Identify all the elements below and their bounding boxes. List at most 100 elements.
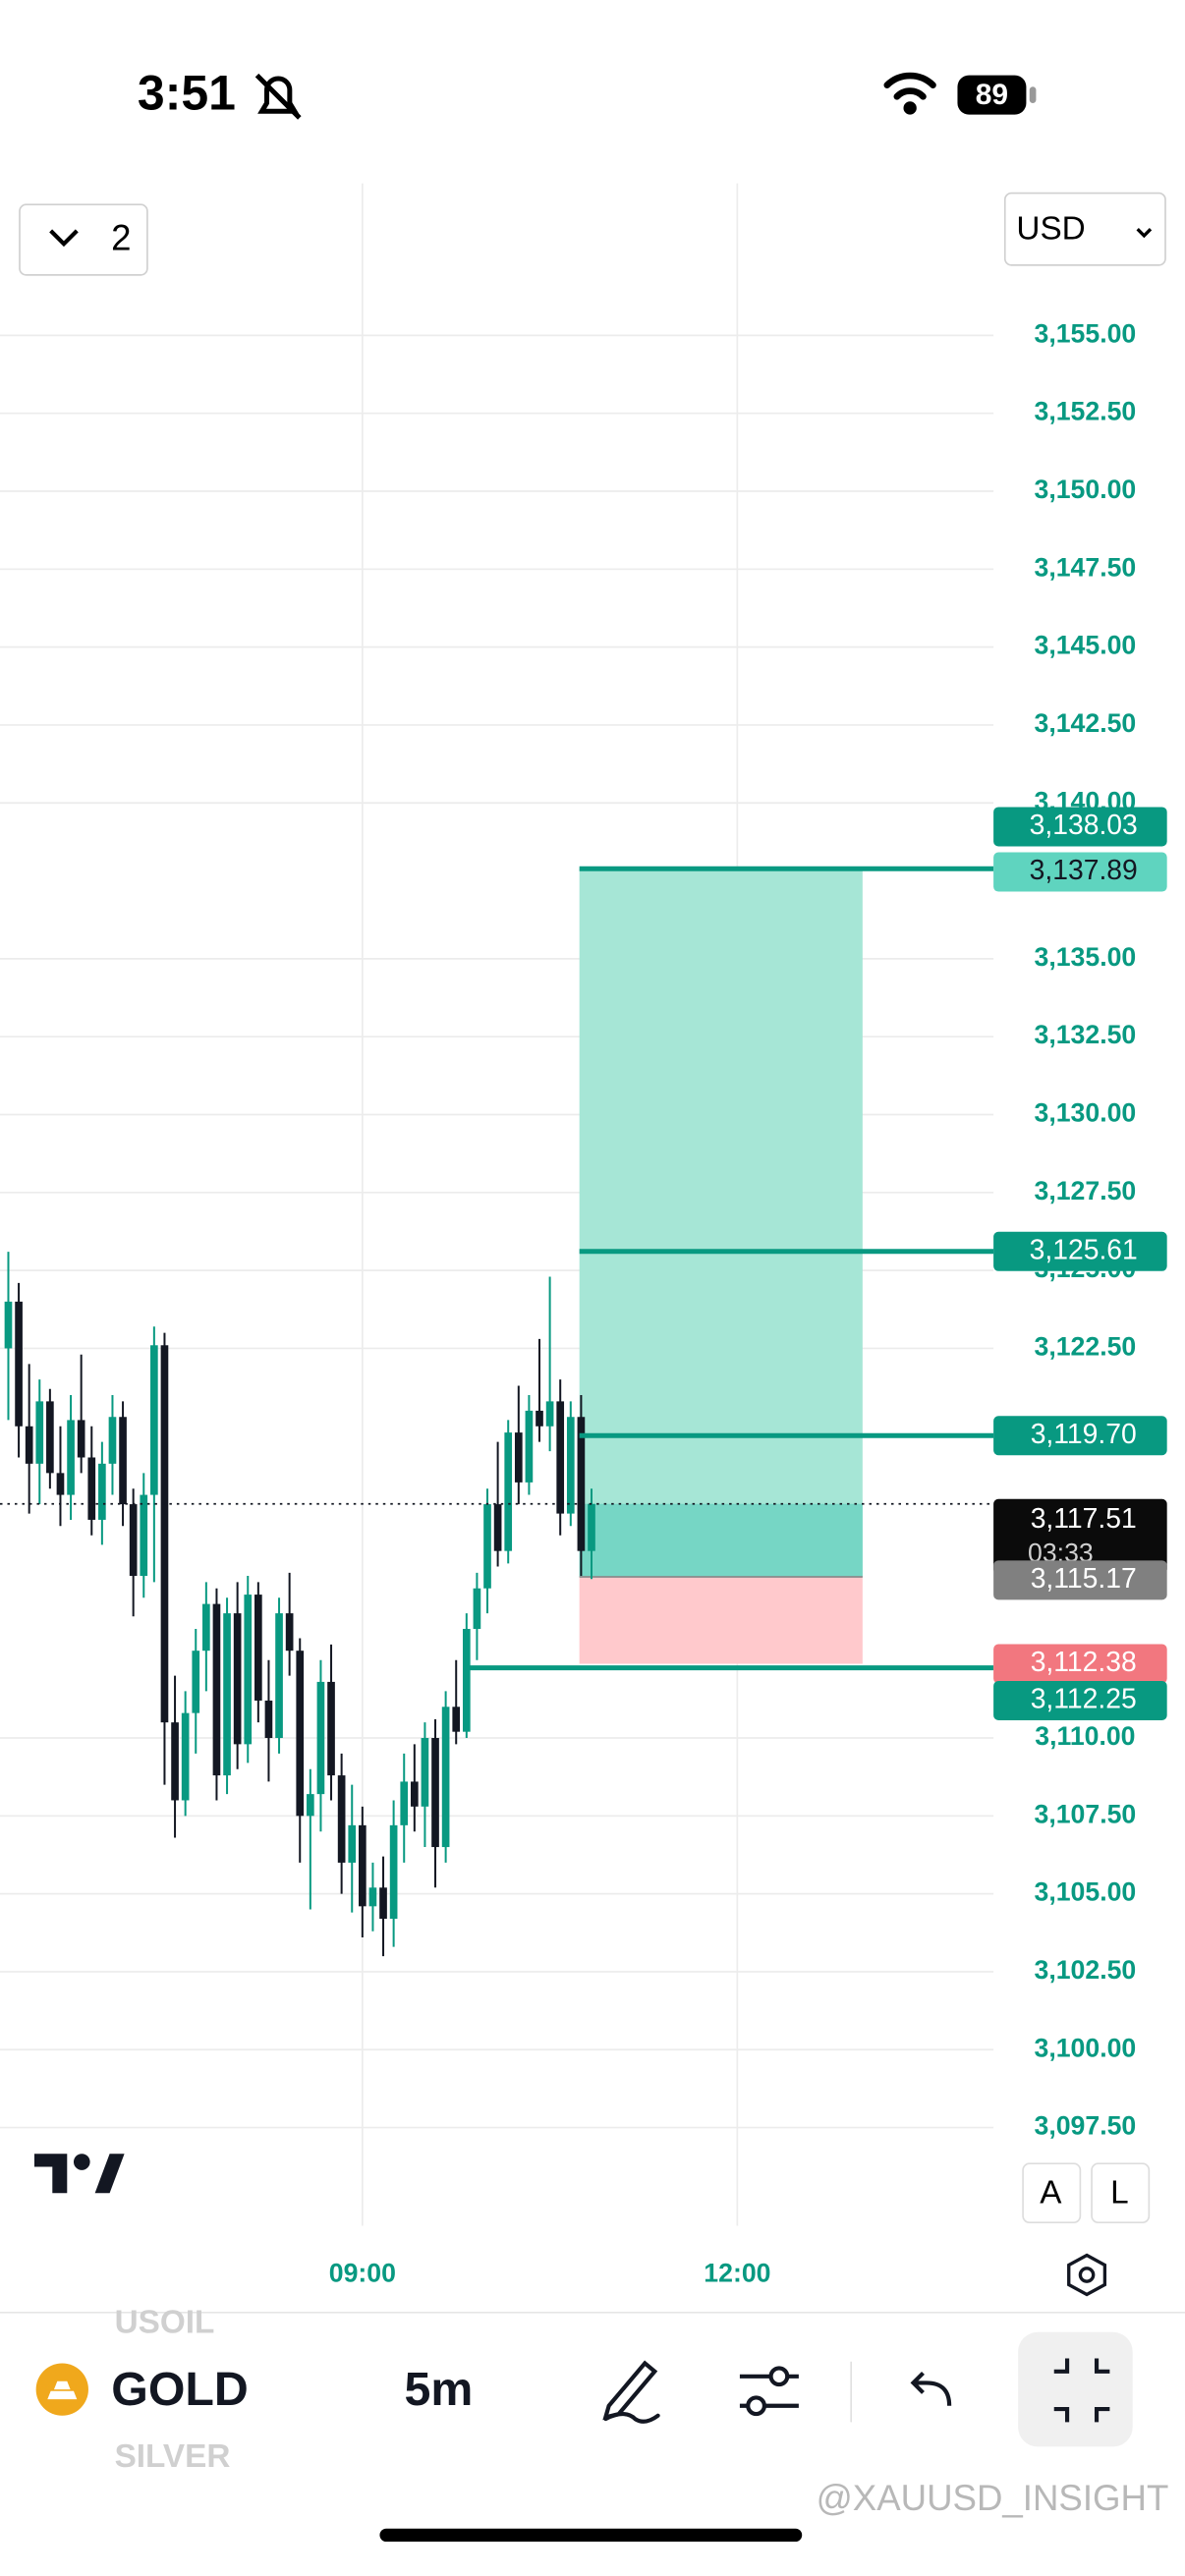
price-badge [993, 1416, 1167, 1456]
price-badge-label: 3,119.70 [1031, 1418, 1137, 1449]
y-tick-label: 3,122.50 [1035, 1332, 1137, 1362]
currency: USD [1016, 211, 1085, 248]
symbol-below[interactable]: SILVER [115, 2438, 231, 2475]
y-tick-label: 3,147.50 [1035, 552, 1137, 582]
candle-body [264, 1700, 273, 1739]
symbol-above[interactable]: USOIL [115, 2304, 215, 2340]
indicators-icon[interactable] [739, 2366, 799, 2417]
battery [957, 75, 1027, 115]
candle-body [160, 1345, 169, 1723]
price-badge [993, 1498, 1167, 1575]
candle-body [525, 1410, 534, 1483]
candle-body [223, 1613, 231, 1776]
layout-button[interactable] [19, 203, 148, 276]
candle-body [202, 1603, 210, 1652]
y-tick-label: 3,152.50 [1035, 397, 1137, 426]
candle-body [181, 1712, 190, 1801]
log-scale-button[interactable] [1091, 2162, 1151, 2224]
settings-icon[interactable] [1067, 2253, 1107, 2297]
candle-body [566, 1417, 575, 1514]
price-badge [993, 852, 1167, 892]
fullscreen-button[interactable] [1018, 2331, 1133, 2447]
candle-body [35, 1401, 44, 1464]
candle-body [545, 1401, 554, 1427]
y-tick-label: 3,130.00 [1035, 1098, 1137, 1128]
candle-body [421, 1738, 429, 1807]
candle-body [98, 1463, 106, 1520]
collapse-icon [1053, 2358, 1110, 2423]
battery-level: 89 [976, 79, 1008, 111]
chevron-icon [1136, 228, 1153, 239]
price-badge-label: 3,138.03 [1030, 809, 1138, 840]
y-tick-label: 3,142.50 [1035, 708, 1137, 738]
candle-body [379, 1887, 387, 1920]
candle-body [316, 1681, 325, 1795]
open-profit-zone [579, 1503, 863, 1577]
candle-body [25, 1426, 33, 1464]
y-tick-label: 3,145.00 [1035, 631, 1137, 660]
y-tick-label: 3,102.50 [1035, 1955, 1137, 1985]
candle-body [192, 1651, 200, 1713]
candle-body [285, 1613, 294, 1652]
candle-body [556, 1401, 565, 1514]
y-tick-label: 3,132.50 [1035, 1020, 1137, 1049]
price-badge-label: 3,137.89 [1030, 854, 1138, 885]
tradingview-logo [33, 2154, 125, 2194]
currency-button[interactable] [1003, 192, 1166, 266]
interval[interactable]: 5m [405, 2363, 474, 2416]
candle-body [87, 1457, 96, 1520]
y-tick-label: 3,105.00 [1035, 1877, 1137, 1907]
mute-icon [254, 73, 302, 120]
candle-body [452, 1707, 461, 1732]
candle-body [140, 1494, 148, 1577]
candle-body [56, 1473, 65, 1495]
candle-body [296, 1651, 305, 1817]
candle-body [307, 1794, 314, 1817]
candle-body [473, 1588, 481, 1629]
candle-body [4, 1301, 13, 1349]
candle-body [254, 1595, 262, 1701]
auto-scale-button[interactable] [1022, 2162, 1082, 2224]
candle-body [46, 1401, 54, 1474]
symbol[interactable]: GOLD [111, 2363, 249, 2416]
home-indicator [379, 2528, 803, 2543]
candle-body [588, 1503, 595, 1551]
candle-body [119, 1417, 127, 1505]
y-tick-label: 3,110.00 [1035, 1721, 1135, 1751]
clock: 3:51 [138, 65, 236, 120]
y-tick-label: 3,100.00 [1035, 2033, 1137, 2062]
candle-body [77, 1420, 85, 1458]
candle-body [410, 1781, 419, 1807]
price-badge-label: 3,112.38 [1031, 1646, 1137, 1677]
candle-body [400, 1781, 409, 1825]
gold-icon [35, 2363, 88, 2416]
candle-body [389, 1824, 398, 1920]
candle-body [171, 1722, 179, 1801]
y-tick-label: 3,127.50 [1035, 1176, 1137, 1205]
candle-body [108, 1417, 117, 1464]
candle-body [244, 1595, 253, 1745]
layout-count: 2 [111, 218, 131, 258]
candle-body [275, 1613, 283, 1739]
drawing-tool[interactable] [602, 2360, 660, 2424]
price-badge [993, 1644, 1167, 1684]
candle-body [327, 1681, 335, 1776]
candle-body [441, 1707, 450, 1848]
price-badge-label: 3,115.17 [1031, 1562, 1137, 1594]
wifi-icon [883, 72, 936, 115]
candle-body [514, 1432, 523, 1483]
candle-body [431, 1738, 439, 1848]
candle-body [150, 1345, 158, 1495]
y-tick-label: 3,135.00 [1035, 942, 1137, 972]
candle-body [348, 1824, 357, 1863]
gold-bars [47, 2380, 78, 2400]
candle-body [359, 1824, 367, 1907]
candle-body [483, 1504, 491, 1589]
undo-icon[interactable] [910, 2371, 952, 2406]
chart: 09:00 12:00 3,155.00 3,152.50 3,150.00 3,147.… [0, 183, 1167, 2288]
chevron-icon [49, 229, 79, 248]
y-tick-label: 3,097.50 [1035, 2111, 1137, 2141]
log-scale-label: L [1110, 2175, 1129, 2212]
